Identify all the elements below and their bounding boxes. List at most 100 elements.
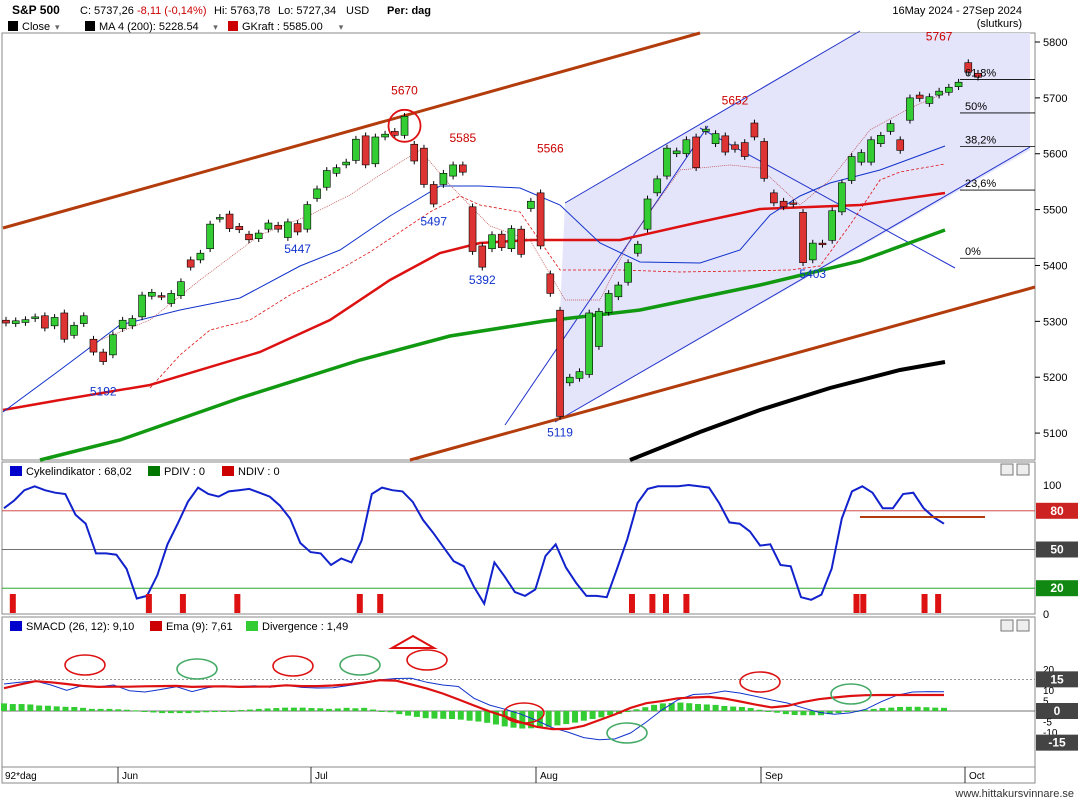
price-label: 5652 (722, 94, 749, 108)
candle (702, 128, 710, 132)
ndiv-bar (860, 594, 867, 613)
cycle-panel-tools[interactable] (1000, 463, 1030, 476)
candles (2, 59, 982, 420)
legend-swatch (148, 466, 160, 476)
ema-line (3, 679, 944, 731)
divergence-bar (229, 711, 236, 712)
wrench-icon[interactable] (1000, 619, 1014, 632)
candle (604, 293, 613, 313)
divergence-bar (457, 711, 464, 720)
close-icon[interactable] (1016, 463, 1030, 476)
divergence-bar (36, 705, 43, 711)
divergence-bar (861, 709, 868, 711)
divergence-bar (633, 709, 640, 711)
y-tick-label: 5100 (1043, 428, 1067, 440)
candle (225, 213, 234, 229)
macd-level-label: 0 (1054, 704, 1061, 718)
ndiv-bar (683, 594, 690, 613)
divergence-bar (185, 711, 192, 714)
y-tick-label: 5800 (1043, 37, 1067, 49)
divergence-bar (651, 704, 658, 711)
legend-label: Divergence : 1,49 (262, 621, 348, 633)
divergence-bar (150, 711, 157, 713)
divergence-bar (475, 711, 482, 722)
divergence-bar (747, 708, 754, 711)
candle (857, 152, 866, 163)
cycle-level-box (1036, 580, 1078, 597)
divergence-bar (528, 711, 535, 729)
divergence-bar (941, 707, 947, 711)
candle (546, 273, 555, 294)
candle (682, 139, 691, 155)
macd-panel-tools[interactable] (1000, 619, 1030, 632)
macd-level-box (1036, 671, 1078, 688)
candle (653, 178, 662, 194)
candle (206, 223, 214, 250)
divergence-bar (167, 711, 174, 714)
candle (50, 317, 59, 327)
cycle-level-label: 50 (1050, 543, 1064, 557)
divergence-bar (115, 709, 122, 711)
divergence-bar (888, 707, 895, 711)
divergence-bar (27, 704, 34, 711)
ndiv-bar (935, 594, 942, 613)
high-value: Hi: 5763,78 (214, 5, 270, 17)
cycle-level-box (1036, 502, 1078, 519)
divergence-bar (317, 708, 324, 711)
candle (429, 184, 438, 205)
ndiv-bar (662, 594, 669, 613)
crossover-circle (503, 702, 545, 724)
legend-swatch (246, 621, 258, 631)
chevron-down-icon: ▾ (339, 22, 344, 32)
crossover-circle (606, 722, 648, 744)
y-tick-label: 5600 (1043, 149, 1067, 161)
price-label: 5119 (547, 425, 573, 439)
fibonacci-levels: 61,8% 50% 38,2% 23,6% 0% (960, 67, 1035, 259)
short-ma-line (99, 92, 946, 341)
ma-red-line (2, 191, 946, 412)
ndiv-bar (145, 594, 152, 613)
ndiv-bar (234, 594, 241, 613)
divergence-bar (686, 703, 693, 711)
legend-swatch (10, 466, 22, 476)
candle (886, 123, 895, 132)
macd-panel (1, 616, 1036, 768)
price-panel (1, 32, 1036, 461)
ndiv-bar (628, 594, 635, 613)
candle (313, 188, 321, 199)
moving-averages (2, 92, 946, 462)
cycle-indicator: 100 80 50 20 0 (2, 480, 1078, 621)
peak-triangle (388, 634, 438, 649)
ndiv-bar (649, 594, 656, 613)
candle (322, 170, 331, 188)
divergence-bar (159, 711, 166, 714)
days-label: 92*dag (5, 771, 37, 782)
candle (828, 210, 837, 241)
legend-label: Cykelindikator : 68,02 (26, 466, 132, 478)
candle (235, 226, 244, 231)
cycle-legend: Cykelindikator : 68,02 PDIV : 0 NDIV : 0 (10, 466, 280, 478)
fib-label: 0% (965, 246, 981, 258)
candle (79, 315, 88, 324)
legend-label: Ema (9): 7,61 (166, 621, 233, 633)
divergence-bar (774, 711, 781, 713)
candle (60, 312, 69, 340)
candle (41, 315, 49, 329)
crossover-circle (830, 683, 872, 705)
divergence-bar (589, 711, 596, 720)
candle (167, 293, 176, 304)
divergence-bar (607, 711, 614, 716)
candle (99, 351, 107, 362)
main-legend[interactable]: Close ▾ MA 4 (200): 5228.54 ▾ GKraft : 5585.… (8, 21, 344, 33)
divergence-bar (440, 711, 447, 719)
ndiv-bar (9, 594, 16, 613)
divergence-bar (299, 707, 306, 711)
wrench-icon[interactable] (1000, 463, 1014, 476)
candle (740, 142, 749, 157)
ndiv-bar (179, 594, 186, 613)
chevron-down-icon: ▾ (55, 22, 60, 32)
candle (770, 192, 778, 204)
legend-label: NDIV : 0 (238, 466, 280, 478)
crossover-circle (739, 671, 781, 693)
close-icon[interactable] (1016, 619, 1030, 632)
